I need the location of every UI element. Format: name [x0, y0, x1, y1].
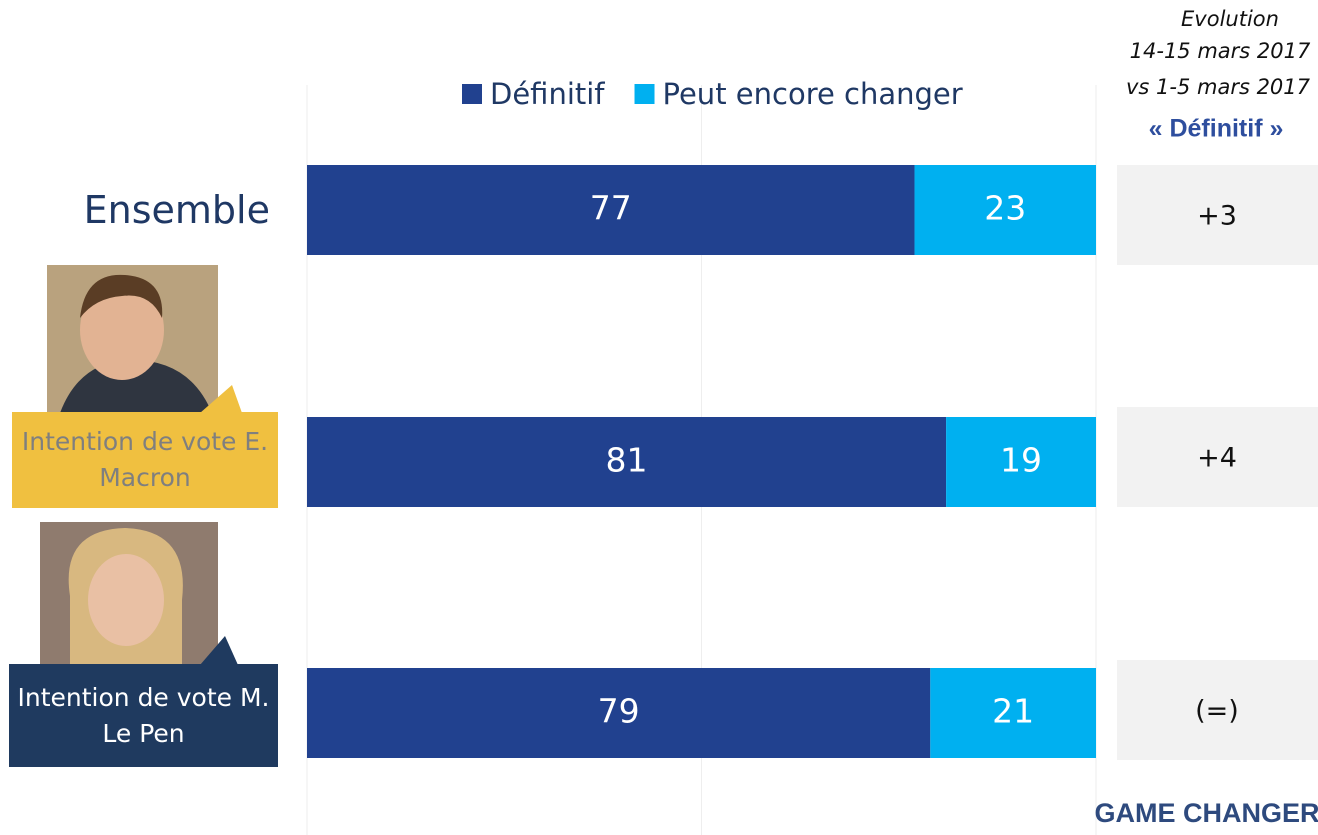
evolution-subheader: « Définitif » [1149, 115, 1284, 143]
category-label: Intention de vote M. Le Pen [9, 664, 278, 767]
evolution-header: Evolution [1181, 7, 1279, 31]
legend-label: Peut encore changer [663, 77, 963, 111]
value-label: 21 [992, 692, 1034, 731]
evolution-header: vs 1-5 mars 2017 [1126, 75, 1311, 99]
photo-macron [47, 265, 218, 413]
value-label: 19 [1000, 441, 1042, 480]
legend-swatch [462, 84, 482, 104]
evolution-header: 14-15 mars 2017 [1130, 39, 1311, 63]
evolution-value: +3 [1197, 201, 1237, 232]
value-label: 79 [598, 692, 640, 731]
legend-label: Définitif [490, 77, 605, 111]
photo-lepen [40, 522, 218, 664]
category-label: Intention de vote E. Macron [12, 412, 278, 508]
logo: GAME CHANGERS [1094, 798, 1318, 828]
value-label: 23 [984, 189, 1026, 228]
page: Evolution 14-15 mars 2017 vs 1-5 mars 20… [0, 0, 1318, 835]
photo-face [88, 554, 164, 646]
value-label: 81 [606, 441, 648, 480]
value-label: 77 [590, 189, 632, 228]
category-label: Ensemble [20, 165, 270, 255]
legend-swatch [635, 84, 655, 104]
evolution-value: (=) [1195, 696, 1239, 727]
evolution-value: +4 [1197, 443, 1237, 474]
